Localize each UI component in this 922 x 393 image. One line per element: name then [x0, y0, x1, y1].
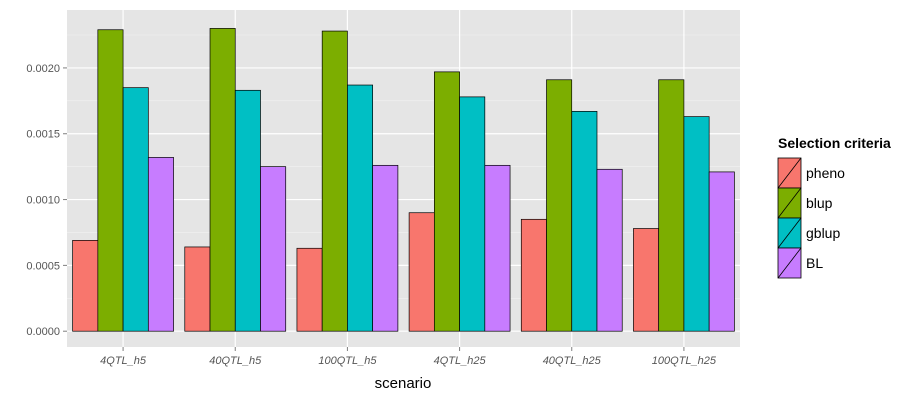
x-tick-label: 4QTL_h25	[434, 355, 487, 367]
legend-key-slash	[777, 217, 802, 249]
bar-BL-4QTL_h25	[484, 164, 511, 332]
x-tick-label: 100QTL_h25	[652, 355, 717, 367]
y-tick-label: 0.0005	[26, 260, 60, 272]
plot-panel	[67, 10, 740, 347]
y-tick-label: 0.0010	[26, 195, 60, 207]
bar-blup-4QTL_h5	[97, 29, 124, 332]
legend-title: Selection criteria	[778, 135, 891, 151]
x-axis: 4QTL_h5 40QTL_h5 100QTL_h5 4QTL_h25 40QTL_h2…	[100, 347, 717, 367]
bar-gblup-40QTL_h5	[234, 89, 261, 332]
y-tick-label: 0.0020	[26, 63, 60, 75]
legend-label-BL: BL	[806, 255, 823, 271]
x-tick-label: 4QTL_h5	[100, 355, 147, 367]
y-tick-label: 0.0000	[26, 326, 60, 338]
bar-BL-40QTL_h5	[260, 166, 287, 332]
bar-BL-40QTL_h25	[596, 168, 623, 332]
bar-BL-100QTL_h25	[708, 171, 735, 332]
bar-pheno-100QTL_h5	[296, 247, 323, 332]
bar-pheno-100QTL_h25	[633, 228, 660, 332]
bar-blup-4QTL_h25	[433, 71, 460, 332]
bar-gblup-4QTL_h25	[459, 96, 486, 332]
bar-gblup-100QTL_h5	[347, 84, 374, 332]
bar-gblup-40QTL_h25	[571, 111, 598, 332]
legend-label-blup: blup	[806, 195, 833, 211]
bars	[72, 28, 735, 332]
x-tick-label: 100QTL_h5	[318, 355, 377, 367]
legend-label-gblup: gblup	[806, 225, 840, 241]
bar-pheno-40QTL_h25	[520, 218, 547, 332]
bar-pheno-4QTL_h25	[408, 212, 435, 332]
bar-pheno-40QTL_h5	[184, 246, 211, 332]
y-axis: 0.0000 0.0005 0.0010 0.0015 0.0020	[26, 63, 67, 338]
legend-items: pheno blup gblup BL	[777, 157, 845, 279]
bar-blup-100QTL_h25	[658, 79, 685, 332]
legend-key-slash	[777, 157, 802, 189]
legend-key-slash	[777, 187, 802, 219]
bar-gblup-4QTL_h5	[122, 87, 149, 332]
x-tick-label: 40QTL_h25	[543, 355, 602, 367]
minor-grid	[67, 34, 740, 299]
legend-label-pheno: pheno	[806, 165, 845, 181]
bar-blup-40QTL_h5	[209, 28, 236, 332]
bar-pheno-4QTL_h5	[72, 240, 99, 332]
legend-key-slash	[777, 247, 802, 279]
x-axis-title: scenario	[375, 375, 432, 392]
x-tick-label: 40QTL_h5	[209, 355, 262, 367]
bar-BL-4QTL_h5	[147, 157, 174, 332]
bar-blup-40QTL_h25	[546, 79, 573, 332]
legend: Selection criteria pheno blup gblup BL	[777, 135, 891, 279]
bar-gblup-100QTL_h25	[683, 116, 710, 332]
bar-blup-100QTL_h5	[321, 30, 348, 332]
y-tick-label: 0.0015	[26, 129, 60, 141]
bar-BL-100QTL_h5	[372, 164, 399, 332]
